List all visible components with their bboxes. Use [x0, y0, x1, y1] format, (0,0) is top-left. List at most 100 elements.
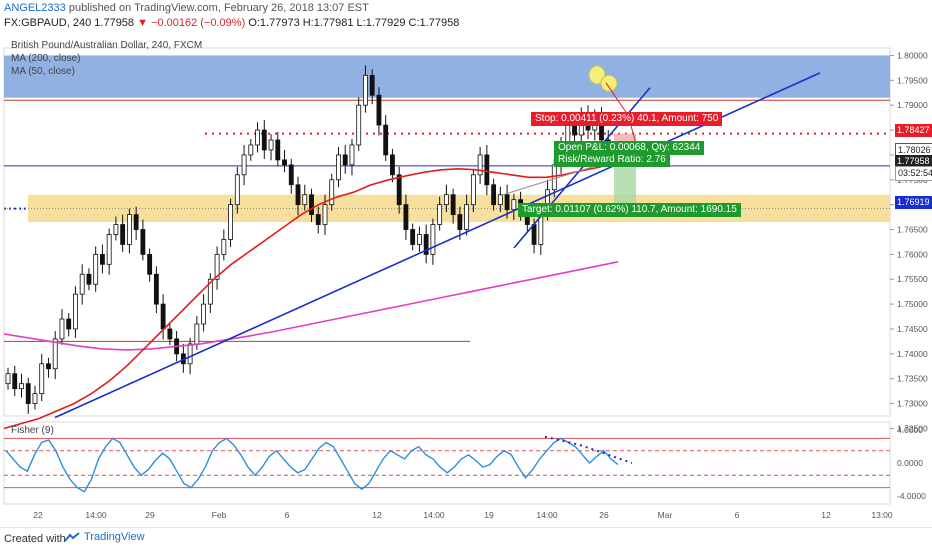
candle-body	[160, 303, 166, 330]
candle-body	[504, 194, 510, 211]
ma50-line	[3, 161, 617, 430]
candle-body	[437, 204, 443, 225]
tradingview-logo-icon	[64, 532, 80, 542]
candle-body	[551, 164, 557, 191]
candle-body	[511, 199, 517, 211]
candle-body	[342, 154, 348, 166]
candle-body	[106, 234, 112, 265]
candle-body	[484, 154, 490, 186]
candle-body	[275, 139, 281, 161]
candle-timer: 03:52:54	[895, 166, 932, 181]
candle-body	[228, 204, 233, 240]
symbol-label: FX:GBPAUD, 240	[4, 17, 92, 29]
x-tick-label: Feb	[212, 510, 227, 520]
candle-body	[477, 154, 483, 176]
candle-body	[322, 204, 328, 225]
candle-body	[93, 253, 99, 285]
candle-body	[349, 144, 355, 166]
candle-body	[261, 129, 267, 151]
y-tick-label: 1.76500	[897, 225, 928, 235]
candle-body	[140, 229, 146, 255]
top-marker-1	[588, 65, 606, 85]
candle-body	[248, 144, 254, 156]
y-tick-label: 1.75000	[897, 299, 928, 309]
candle-body	[356, 104, 362, 146]
candle-body	[133, 214, 139, 230]
candle-body	[214, 253, 220, 280]
x-tick-label: 12	[821, 510, 831, 520]
candle-body	[491, 184, 497, 206]
legend-ma200: MA (200, close)	[11, 53, 81, 64]
candle-body	[187, 343, 193, 365]
candle-body	[201, 303, 207, 325]
stop-label: Stop: 0.00411 (0.23%) 40.1, Amount: 750	[531, 112, 723, 126]
candle-body	[113, 224, 119, 235]
candle-body	[147, 253, 153, 275]
resistance-zone	[4, 55, 890, 98]
fisher-divergence-line	[544, 435, 633, 464]
candle-body	[443, 194, 449, 206]
candle-body	[416, 234, 422, 245]
candle-body	[295, 184, 301, 206]
candle-body	[32, 393, 38, 404]
x-tick-label: 12	[372, 510, 382, 520]
x-tick-label: 26	[599, 510, 609, 520]
candle-body	[59, 318, 65, 340]
y-tick-label: 1.75500	[897, 274, 928, 284]
candle-body	[25, 383, 31, 404]
y-tick-label: 1.74500	[897, 324, 928, 334]
candle-body	[383, 124, 389, 156]
candle-body	[46, 363, 51, 370]
stop-price-tag: 1.78427	[895, 124, 932, 137]
x-tick-label: 13:00	[871, 510, 893, 520]
candle-body	[396, 174, 402, 206]
candle-body	[241, 154, 247, 176]
fisher-tick-label: -4.0000	[897, 491, 926, 501]
candle-body	[403, 204, 409, 230]
y-tick-label: 1.80000	[897, 50, 928, 60]
candle-body	[497, 194, 503, 206]
x-tick-label: 19	[484, 510, 494, 520]
y-tick-label: 1.74000	[897, 349, 928, 359]
last-price-tag: 1.77958	[895, 155, 932, 168]
legend-title: British Pound/Australian Dollar, 240, FX…	[11, 40, 203, 51]
footer: Created with TradingView	[0, 527, 932, 551]
author-link[interactable]: ANGEL2333	[4, 2, 66, 14]
symbol-info: FX:GBPAUD, 240 1.77958 ▼ −0.00162 (−0.09…	[4, 17, 459, 29]
candle-body	[39, 363, 45, 395]
y-tick-label: 1.79000	[897, 100, 928, 110]
x-tick-label: Mar	[658, 510, 673, 520]
top-marker-2	[600, 74, 618, 92]
candle-body	[73, 293, 78, 330]
main-trendline	[54, 72, 821, 419]
candle-body	[470, 174, 476, 206]
chart-legend: British Pound/Australian Dollar, 240, FX…	[11, 39, 202, 78]
chart-canvas[interactable]: 1.800001.795001.790001.785001.780001.775…	[0, 34, 932, 526]
x-tick-label: 22	[33, 510, 43, 520]
publish-header: ANGEL2333 published on TradingView.com, …	[0, 0, 932, 34]
candle-body	[282, 159, 287, 166]
created-with-text: Created with	[4, 533, 66, 545]
candle-body	[457, 214, 463, 230]
target-label: Target: 0.01107 (0.62%) 110.7, Amount: 1…	[518, 203, 741, 217]
candle-body	[464, 204, 470, 230]
candle-body	[336, 154, 341, 181]
candle-body	[153, 273, 159, 305]
x-tick-label: 29	[145, 510, 155, 520]
candle-body	[167, 328, 173, 340]
x-tick-label: 14:00	[536, 510, 558, 520]
candle-body	[221, 239, 227, 255]
x-tick-label: 14:00	[85, 510, 107, 520]
tradingview-link[interactable]: TradingView	[64, 531, 145, 543]
y-tick-label: 1.73500	[897, 374, 928, 384]
legend-ma50: MA (50, close)	[11, 66, 75, 77]
main-pane	[3, 47, 891, 417]
candle-body	[19, 383, 24, 390]
candle-body	[531, 224, 537, 245]
candle-body	[194, 323, 200, 345]
candle-body	[363, 74, 368, 106]
publish-info: ANGEL2333 published on TradingView.com, …	[4, 2, 369, 14]
candle-body	[329, 179, 335, 206]
fisher-tick-label: 0.0000	[897, 458, 923, 468]
support-price-tag: 1.76919	[895, 196, 932, 209]
